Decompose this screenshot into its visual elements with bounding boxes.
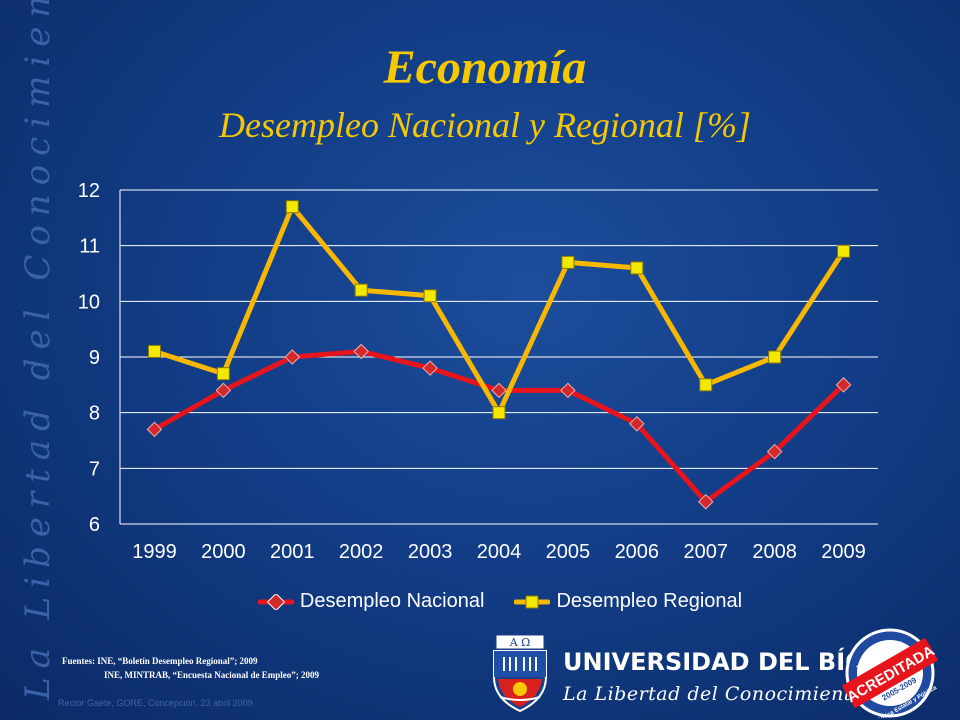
x-tick-label: 1999 <box>132 541 177 563</box>
university-shield-logo: A Ω <box>493 634 547 713</box>
y-tick-label: 11 <box>79 236 100 258</box>
data-point-nacional <box>491 382 507 399</box>
y-tick-label: 7 <box>89 458 100 480</box>
data-point-nacional <box>146 421 163 438</box>
data-point-nacional <box>766 443 783 460</box>
chart-series <box>146 200 852 510</box>
y-tick-label: 10 <box>78 291 100 313</box>
legend-item-regional: Desempleo Regional <box>514 590 742 613</box>
data-point-regional <box>423 289 437 303</box>
sources-note: Fuentes: INE, “Boletín Desempleo Regiona… <box>62 654 319 682</box>
data-point-regional <box>630 261 644 275</box>
x-tick-label: 2005 <box>546 541 591 563</box>
data-point-nacional <box>215 382 232 399</box>
x-tick-label: 2001 <box>270 541 315 563</box>
accreditation-seal: ACREDITADA 2005-2009 En la VIII región Ú… <box>841 628 939 718</box>
footer-credit: Rector Gaete, GORE, Concepción, 23 abril… <box>58 698 253 708</box>
legend-swatch-regional-icon <box>514 595 551 608</box>
y-tick-label: 12 <box>78 180 100 202</box>
data-point-regional <box>699 378 713 392</box>
data-point-nacional <box>284 349 301 365</box>
legend-swatch-nacional-icon <box>257 593 294 610</box>
data-point-regional <box>147 344 161 358</box>
series-regional <box>147 200 851 420</box>
series-nacional <box>146 343 852 510</box>
x-tick-label: 2003 <box>408 541 453 563</box>
x-tick-label: 2008 <box>752 541 797 563</box>
chart-legend: Desempleo Nacional Desempleo Regional <box>200 590 800 613</box>
x-tick-label: 2002 <box>339 541 384 563</box>
y-tick-label: 9 <box>89 347 100 369</box>
data-point-nacional <box>629 416 645 432</box>
slide-title: Economía <box>383 41 587 94</box>
series-line <box>153 348 846 505</box>
sources-line-1: Fuentes: INE, “Boletín Desempleo Regiona… <box>62 656 258 666</box>
data-point-nacional <box>422 360 438 376</box>
data-point-regional <box>216 367 230 381</box>
x-tick-label: 2004 <box>477 541 522 563</box>
data-point-regional <box>768 350 782 364</box>
data-point-nacional <box>353 343 369 360</box>
data-point-regional <box>492 406 506 420</box>
legend-item-nacional: Desempleo Nacional <box>257 590 485 613</box>
x-tick-label: 2009 <box>821 541 866 563</box>
data-point-regional <box>354 283 368 297</box>
data-point-regional <box>285 200 299 214</box>
shield-letters: A Ω <box>509 636 531 649</box>
data-point-nacional <box>560 382 576 399</box>
legend-label-regional: Desempleo Regional <box>556 590 743 612</box>
data-point-nacional <box>697 493 714 510</box>
data-point-regional <box>837 244 851 258</box>
x-tick-label: 2007 <box>683 541 728 563</box>
x-tick-label: 2000 <box>201 541 246 563</box>
university-motto: La Libertad del Conocimiento <box>563 683 864 705</box>
data-point-regional <box>561 255 575 269</box>
y-axis-tick-labels: 6 7 8 9 10 11 12 <box>78 180 100 536</box>
x-tick-label: 2006 <box>615 541 660 563</box>
sources-line-2: INE, MINTRAB, “Encuesta Nacional de Empl… <box>104 670 320 680</box>
legend-label-nacional: Desempleo Nacional <box>299 590 485 612</box>
y-tick-label: 6 <box>89 514 100 536</box>
chart-gridlines <box>119 189 878 525</box>
y-tick-label: 8 <box>89 403 100 425</box>
data-point-nacional <box>835 377 852 393</box>
series-line <box>153 204 846 416</box>
slide-subtitle: Desempleo Nacional y Regional [%] <box>219 105 751 145</box>
x-axis-tick-labels: 1999 2000 2001 2002 2003 2004 2005 2006 2007 2008… <box>132 541 866 563</box>
